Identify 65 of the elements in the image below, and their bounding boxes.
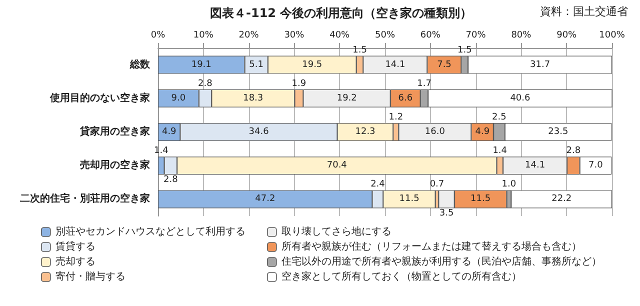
legend-label: 寄付・贈与する [55,270,126,282]
legend-label: 取り壊してさら地にする [281,226,392,238]
x-tick-label: 70% [466,30,486,40]
data-label: 4.9 [475,127,490,137]
x-tick-label: 0% [150,30,166,40]
data-label: 1.7 [417,78,432,89]
y-tick-label: 二次的住宅・別荘用の空き家 [20,192,150,205]
data-label: 7.5 [437,60,452,70]
data-label: 1.9 [292,78,306,89]
data-label: 70.4 [326,160,348,171]
y-tick-label: 使用目的のない空き家 [49,92,150,104]
legend-label: 賃貸する [55,240,96,252]
data-label: 18.3 [243,93,264,104]
data-label: 6.6 [398,93,413,104]
y-tick-label: 売却用の空き家 [80,159,150,172]
x-tick-label: 100% [599,30,626,40]
data-label: 7.0 [588,160,604,171]
data-label: 11.5 [470,194,491,204]
data-label: 1.5 [458,45,472,56]
data-label: 1.0 [502,180,516,190]
data-label: 19.2 [336,93,357,104]
x-tick-label: 80% [511,30,532,40]
x-tick-label: 10% [193,30,214,40]
data-label: 34.6 [248,127,270,137]
data-label: 14.1 [385,60,406,70]
data-label: 11.5 [399,194,420,204]
data-label: 19.1 [191,60,212,70]
data-label: 0.7 [430,180,444,190]
x-tick-label: 30% [284,30,305,40]
x-tick-label: 20% [238,30,260,40]
data-label: 2.5 [492,112,506,122]
data-label: 1.5 [352,45,367,56]
y-tick-label: 総数 [129,58,151,70]
y-tick-label: 貸家用の空き家 [79,126,150,138]
data-label: 1.4 [154,146,169,156]
data-label: 22.2 [552,194,572,204]
data-label: 23.5 [548,127,568,137]
data-label: 2.8 [164,175,178,186]
data-label: 2.8 [566,146,581,156]
data-label: 9.0 [171,93,186,104]
data-label: 2.4 [370,180,386,190]
chart-title: 図表４-112 今後の利用意向（空き家の種類別） [210,6,472,20]
x-tick-label: 50% [374,30,396,40]
x-tick-label: 60% [420,30,441,40]
text: 資料：国土交通省 [540,5,628,18]
data-label: 1.2 [388,112,404,122]
data-label: 2.8 [198,78,213,89]
data-label: 5.1 [249,60,264,70]
data-label: 47.2 [255,194,276,204]
legend-label: 空き家として所有しておく（物置としての所有含む） [281,270,522,282]
x-tick-label: 40% [330,30,350,40]
legend-label: 所有者や親族が住む（リフォームまたは建て替えする場合も含む） [281,240,582,252]
legend-label: 住宅以外の用途で所有者や親族が利用する（民泊や店舗、事務所など） [281,256,602,268]
data-label: 16.0 [424,127,446,137]
x-tick-label: 90% [556,30,578,40]
data-label: 31.7 [530,60,550,70]
data-label: 14.1 [525,160,546,171]
legend-label: 売却する [55,256,96,268]
legend-label: 別荘やセカンドハウスなどとして利用する [55,226,246,238]
data-label: 3.5 [439,208,454,219]
data-label: 12.3 [355,127,376,137]
data-label: 4.9 [162,127,177,137]
data-label: 19.5 [302,60,322,70]
data-label: 40.6 [510,93,531,104]
data-label: 1.4 [492,146,508,156]
